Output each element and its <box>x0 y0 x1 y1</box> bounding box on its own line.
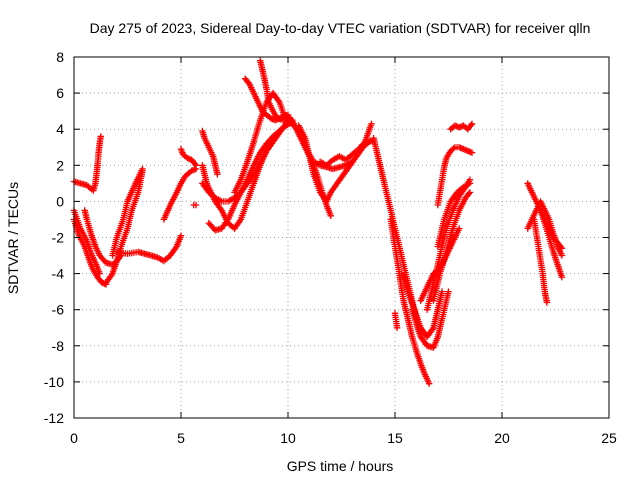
data-point <box>467 121 475 129</box>
series-arc-16 <box>231 118 296 232</box>
data-point <box>139 165 146 173</box>
data-point <box>214 171 221 178</box>
y-tick-label: -4 <box>52 266 65 282</box>
series-arc-10 <box>177 145 200 169</box>
y-tick-label: -6 <box>52 302 65 318</box>
y-axis-label: SDTVAR / TECUs <box>5 182 21 294</box>
series-arc-38 <box>537 207 566 281</box>
series-arc-3 <box>70 162 101 194</box>
data-point <box>466 189 474 196</box>
y-tick-label: 6 <box>56 85 64 101</box>
series-arc-11 <box>190 201 200 209</box>
data-point <box>97 133 104 140</box>
y-tick-label: 8 <box>56 49 64 65</box>
series-arc-37 <box>530 216 551 306</box>
data-point <box>191 160 199 168</box>
grid <box>74 57 609 418</box>
data-point <box>466 180 474 187</box>
y-tick-label: -12 <box>44 410 64 426</box>
series-arc-23 <box>316 120 375 169</box>
series-arc-12 <box>199 127 221 178</box>
data-point <box>192 162 200 169</box>
series-arc-8 <box>113 232 185 265</box>
data-point <box>438 288 446 295</box>
x-tick-label: 5 <box>177 430 185 446</box>
data-point <box>468 120 476 127</box>
x-tick-label: 25 <box>601 430 617 446</box>
chart-title: Day 275 of 2023, Sidereal Day-to-day VTE… <box>90 20 591 36</box>
data-point <box>445 288 452 295</box>
series-arc-33 <box>434 144 476 209</box>
data-point <box>177 232 185 239</box>
series-arc-7 <box>109 165 146 259</box>
x-axis: 0 5 10 15 20 25 <box>70 57 617 446</box>
data-point <box>450 145 457 152</box>
data-point <box>543 299 551 306</box>
series-arc-22 <box>295 122 377 205</box>
data-point <box>368 120 375 127</box>
y-tick-label: 0 <box>56 193 64 209</box>
series-arc-19 <box>257 57 292 124</box>
data-point <box>426 380 433 387</box>
x-tick-label: 10 <box>280 430 296 446</box>
series-arc-36 <box>524 198 566 259</box>
y-tick-label: -2 <box>52 230 65 246</box>
y-tick-label: 4 <box>56 121 64 137</box>
data-point <box>558 274 566 281</box>
series-arc-9 <box>160 165 200 223</box>
data-point <box>327 212 334 219</box>
series-arc-26 <box>391 310 401 331</box>
series-arc-28 <box>408 288 452 351</box>
data-point <box>393 324 401 331</box>
series-arc-4 <box>94 133 104 169</box>
series-arc-15 <box>205 118 296 234</box>
x-tick-label: 20 <box>494 430 510 446</box>
x-axis-label: GPS time / hours <box>287 458 394 474</box>
data-point <box>456 225 463 232</box>
y-tick-label: -10 <box>44 374 64 390</box>
series-arc-25 <box>387 216 433 387</box>
x-tick-label: 15 <box>387 430 403 446</box>
x-tick-label: 0 <box>70 430 78 446</box>
data-point <box>558 252 566 259</box>
data-point <box>468 149 476 156</box>
series-arc-31 <box>434 180 474 250</box>
y-tick-label: -8 <box>52 338 65 354</box>
data-points <box>70 57 566 387</box>
data-point <box>192 201 200 209</box>
series-arc-6 <box>102 167 146 286</box>
data-point <box>465 190 472 197</box>
y-axis: -12 -10 -8 -6 -4 -2 0 2 4 6 8 <box>44 49 609 426</box>
series-arc-32 <box>417 225 463 304</box>
y-tick-label: 2 <box>56 157 64 173</box>
series-arc-34 <box>447 120 476 133</box>
